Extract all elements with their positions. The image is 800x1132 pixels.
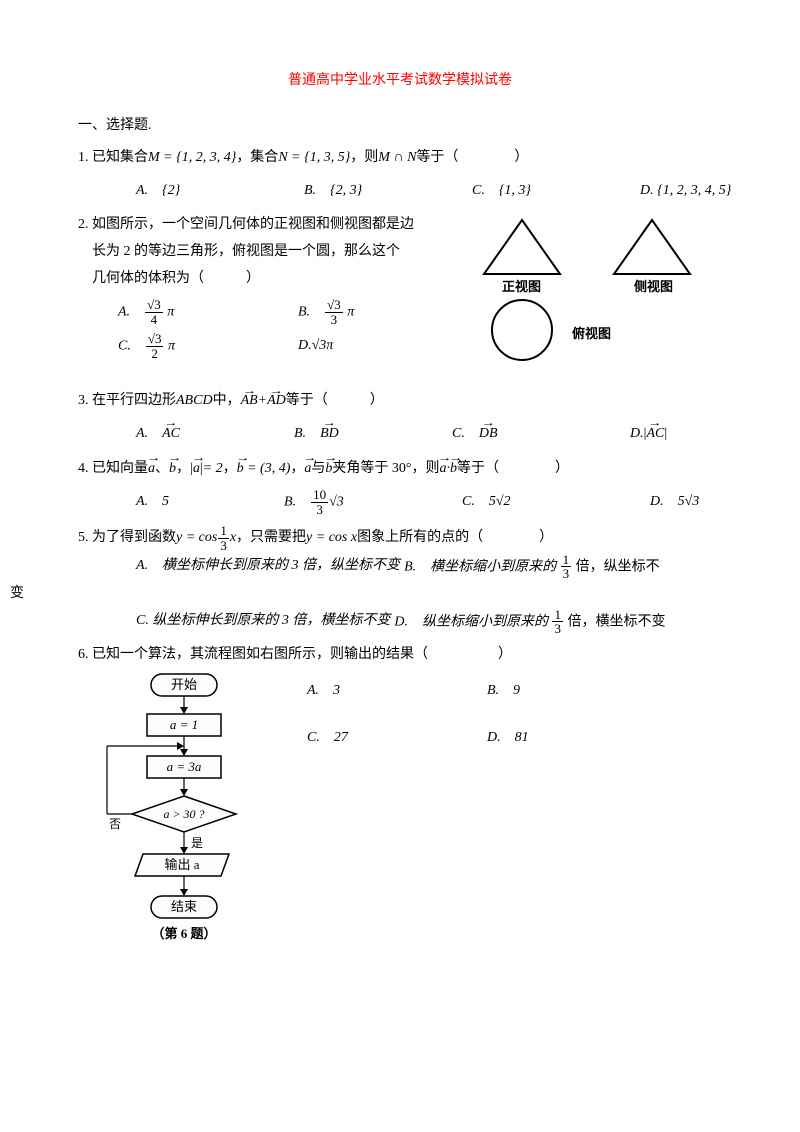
- q5-y2: y = cos x: [306, 525, 357, 552]
- q6-stem: 6. 已知一个算法，其流程图如右图所示，则输出的结果（ ）: [78, 642, 722, 669]
- svg-text:a = 3a: a = 3a: [167, 759, 202, 774]
- q3-ad: AD: [267, 388, 286, 415]
- q3-opt-d: D.|AC|: [630, 419, 667, 450]
- q5-opt-c: C. 纵坐标伸长到原来的 3 倍，横坐标不变: [136, 608, 390, 636]
- q5-opt-d: D. 纵坐标缩小到原来的 13 倍，横坐标不变: [394, 608, 665, 636]
- side-view-label: 侧视图: [634, 275, 673, 300]
- question-5: 5. 为了得到函数 y = cos13x ，只需要把 y = cos x 图象上…: [78, 524, 722, 635]
- q3-opt-a: A. AC: [136, 419, 246, 450]
- q1-opt-c: C. {1, 3}: [472, 176, 592, 207]
- q4-bval: = (3, 4): [247, 456, 290, 483]
- q5-stem-a: 5. 为了得到函数: [78, 525, 176, 552]
- q4-opt-b: B. 103√3: [284, 486, 414, 518]
- svg-text:（第 6 题）: （第 6 题）: [151, 926, 216, 941]
- q4-a1: a: [148, 456, 155, 483]
- q5-stem-b: ，只需要把: [236, 525, 306, 552]
- question-4: 4. 已知向量 a 、 b ， |a| = 2 ， b = (3, 4) ， a…: [78, 456, 722, 519]
- q6-options: A. 3 B. 9 C. 27 D. 81: [267, 668, 722, 771]
- question-3: 3. 在平行四边形 ABCD 中， AB + AD 等于（ ） A. AC B.…: [78, 388, 722, 449]
- q3-opt-c: C. DB: [452, 419, 582, 450]
- q3-stem-a: 3. 在平行四边形: [78, 388, 176, 415]
- q1-opt-b: B. {2, 3}: [304, 176, 424, 207]
- q2-opt-c: C. √32 π: [118, 332, 298, 360]
- question-1: 1. 已知集合 M = {1, 2, 3, 4} ，集合 N = {1, 3, …: [78, 145, 722, 206]
- section-heading: 一、选择题.: [78, 113, 722, 140]
- q3-stem-b: 中，: [213, 388, 241, 415]
- q2-figure: 正视图 侧视图 俯视图: [472, 212, 732, 372]
- q4-absa: = 2: [203, 456, 223, 483]
- front-view-label: 正视图: [502, 275, 541, 300]
- q1-N: N = {1, 3, 5}: [278, 145, 350, 172]
- q2-line2: 长为 2 的等边三角形，俯视图是一个圆，那么这个: [78, 239, 414, 266]
- q2-opt-a: A. √34 π: [118, 298, 298, 326]
- flowchart-icon: 开始 a = 1 a = 3a a > 30 ?: [95, 670, 267, 950]
- q4-stem-g: 等于（ ）: [457, 456, 569, 483]
- q4-stem-a: 4. 已知向量: [78, 456, 148, 483]
- q3-opt-b: B. BD: [294, 419, 404, 450]
- q6-opt-c: C. 27: [307, 725, 487, 752]
- q1-stem-d: 等于（ ）: [416, 145, 528, 172]
- top-view-label: 俯视图: [572, 322, 611, 347]
- q2-opt-d: D.√3π: [298, 333, 333, 360]
- flowchart: 开始 a = 1 a = 3a a > 30 ?: [95, 670, 267, 950]
- question-2: 2. 如图所示，一个空间几何体的正视图和侧视图都是边 长为 2 的等边三角形，俯…: [78, 212, 722, 382]
- q2-opt-b: B. √33 π: [298, 298, 354, 326]
- q6-opt-b: B. 9: [487, 678, 667, 705]
- svg-text:输出 a: 输出 a: [164, 857, 199, 872]
- exam-page: 普通高中学业水平考试数学模拟试卷 一、选择题. 1. 已知集合 M = {1, …: [0, 0, 800, 976]
- q4-opt-d: D. 5√3: [650, 487, 699, 518]
- q4-stem-f: 夹角等于 30°，则: [332, 456, 439, 483]
- svg-text:结束: 结束: [171, 899, 197, 914]
- q1-opt-d: D. {1, 2, 3, 4, 5}: [640, 176, 731, 207]
- svg-text:a = 1: a = 1: [170, 717, 198, 732]
- q4-stem-d: ，: [223, 456, 237, 483]
- q2-line1: 2. 如图所示，一个空间几何体的正视图和侧视图都是边: [78, 212, 414, 239]
- question-6: 6. 已知一个算法，其流程图如右图所示，则输出的结果（ ） 开始 a = 1 a…: [78, 642, 722, 951]
- svg-text:开始: 开始: [171, 677, 197, 692]
- q3-stem-c: 等于（ ）: [286, 388, 384, 415]
- q5-stem-c: 图象上所有的点的（ ）: [357, 525, 553, 552]
- q4-b1: b: [169, 456, 176, 483]
- q1-stem-c: ，则: [350, 145, 378, 172]
- q1-opt-a: A. {2}: [136, 176, 256, 207]
- q4-opt-a: A. 5: [136, 487, 236, 518]
- q5-opt-a: A. 横坐标伸长到原来的 3 倍，纵坐标不变: [136, 553, 400, 581]
- q5-y1pre: y = cos: [176, 525, 217, 552]
- page-title: 普通高中学业水平考试数学模拟试卷: [78, 68, 722, 95]
- svg-text:a > 30 ?: a > 30 ?: [163, 807, 204, 821]
- q1-stem-b: ，集合: [236, 145, 278, 172]
- q6-opt-d: D. 81: [487, 725, 667, 752]
- svg-text:是: 是: [191, 836, 203, 850]
- q1-MN: M ∩ N: [378, 145, 416, 172]
- svg-text:否: 否: [109, 817, 121, 831]
- q1-M: M = {1, 2, 3, 4}: [148, 145, 236, 172]
- q3-abcd: ABCD: [176, 388, 213, 415]
- q6-opt-a: A. 3: [307, 678, 487, 705]
- q5-opt-b-tail: 变: [10, 581, 722, 608]
- q4-opt-c: C. 5√2: [462, 487, 602, 518]
- q1-stem-a: 1. 已知集合: [78, 145, 148, 172]
- q2-line3: 几何体的体积为（ ）: [78, 266, 414, 293]
- q5-opt-b: B. 横坐标缩小到原来的 13 倍，纵坐标不: [404, 553, 660, 581]
- q3-ab: AB: [241, 388, 258, 415]
